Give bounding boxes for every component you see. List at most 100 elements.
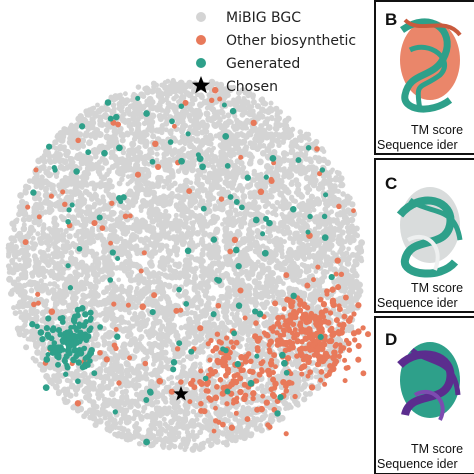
mibig-point <box>194 213 200 219</box>
mibig-point <box>125 431 131 437</box>
mibig-point <box>257 158 264 166</box>
mibig-point <box>202 230 208 236</box>
mibig-point <box>114 168 122 176</box>
mibig-point <box>261 341 269 349</box>
mibig-point <box>267 106 275 114</box>
mibig-point <box>358 239 366 247</box>
mibig-point <box>165 100 172 107</box>
mibig-point <box>74 386 81 392</box>
mibig-point <box>70 214 76 221</box>
mibig-point <box>231 174 239 182</box>
mibig-point <box>281 259 289 267</box>
mibig-point <box>179 186 185 192</box>
mibig-point <box>225 112 232 119</box>
mibig-point <box>97 369 103 375</box>
mibig-point <box>139 312 146 319</box>
mibig-point <box>35 340 42 347</box>
mibig-point <box>328 243 334 250</box>
mibig-point <box>80 143 87 149</box>
mibig-point <box>244 342 250 348</box>
mibig-point <box>54 371 62 379</box>
mibig-point <box>217 263 225 271</box>
mibig-point <box>238 223 245 230</box>
mibig-point <box>235 169 242 176</box>
mibig-point <box>280 219 287 227</box>
mibig-point <box>174 252 180 258</box>
mibig-point <box>132 412 138 418</box>
mibig-point <box>43 372 51 380</box>
mibig-point <box>220 221 225 227</box>
mibig-point <box>97 114 104 121</box>
mibig-point <box>25 184 32 191</box>
mibig-point <box>109 416 115 422</box>
mibig-point <box>161 395 168 403</box>
mibig-point <box>84 387 92 394</box>
mibig-point <box>79 209 85 214</box>
mibig-point <box>145 317 151 322</box>
mibig-point <box>51 314 59 321</box>
mibig-point <box>312 180 318 187</box>
mibig-point <box>91 406 97 412</box>
mibig-point <box>189 157 195 162</box>
mibig-point <box>93 153 99 160</box>
mibig-point <box>237 211 243 217</box>
mibig-point <box>154 235 161 242</box>
mibig-point <box>179 232 186 239</box>
mibig-point <box>198 301 204 307</box>
mibig-point <box>152 80 157 86</box>
mibig-point <box>215 248 222 254</box>
mibig-point <box>321 273 328 280</box>
mibig-point <box>25 295 31 301</box>
mibig-point <box>255 386 261 392</box>
mibig-point <box>225 147 231 153</box>
mibig-point <box>63 276 71 284</box>
mibig-point <box>162 349 169 356</box>
mibig-point <box>187 142 194 149</box>
mibig-point <box>257 178 263 184</box>
mibig-point <box>36 222 42 228</box>
mibig-point <box>129 140 137 148</box>
mibig-point <box>68 382 76 390</box>
mibig-point <box>177 139 183 146</box>
mibig-point <box>175 187 181 193</box>
mibig-point <box>260 243 266 249</box>
mibig-point <box>44 149 52 157</box>
mibig-point <box>154 151 160 157</box>
mibig-point <box>169 374 174 380</box>
mibig-point <box>239 103 247 110</box>
mibig-point <box>89 225 96 232</box>
mibig-point <box>214 254 221 261</box>
mibig-point <box>287 235 293 241</box>
mibig-point <box>14 217 20 223</box>
mibig-point <box>321 250 327 256</box>
mibig-point <box>17 192 24 199</box>
mibig-point <box>59 157 66 164</box>
mibig-point <box>312 288 319 295</box>
mibig-point <box>199 228 204 233</box>
mibig-point <box>75 198 81 205</box>
mibig-point <box>288 149 294 156</box>
mibig-point <box>95 391 101 397</box>
mibig-point <box>187 355 194 362</box>
mibig-point <box>136 440 143 447</box>
mibig-point <box>52 189 57 195</box>
mibig-point <box>274 112 280 119</box>
mibig-point <box>255 103 260 109</box>
mibig-point <box>267 233 274 239</box>
mibig-point <box>236 298 242 304</box>
mibig-point <box>73 392 79 397</box>
mibig-point <box>189 100 196 107</box>
mibig-point <box>149 342 156 349</box>
mibig-point <box>179 371 185 377</box>
mibig-point <box>199 250 206 258</box>
mibig-point <box>149 88 156 95</box>
mibig-point <box>161 445 166 450</box>
mibig-point <box>53 140 59 146</box>
mibig-point <box>263 170 270 176</box>
mibig-point <box>265 209 271 215</box>
mibig-point <box>255 273 263 281</box>
mibig-point <box>75 265 81 271</box>
mibig-point <box>207 263 215 271</box>
mibig-point <box>68 249 75 256</box>
mibig-point <box>190 296 198 304</box>
